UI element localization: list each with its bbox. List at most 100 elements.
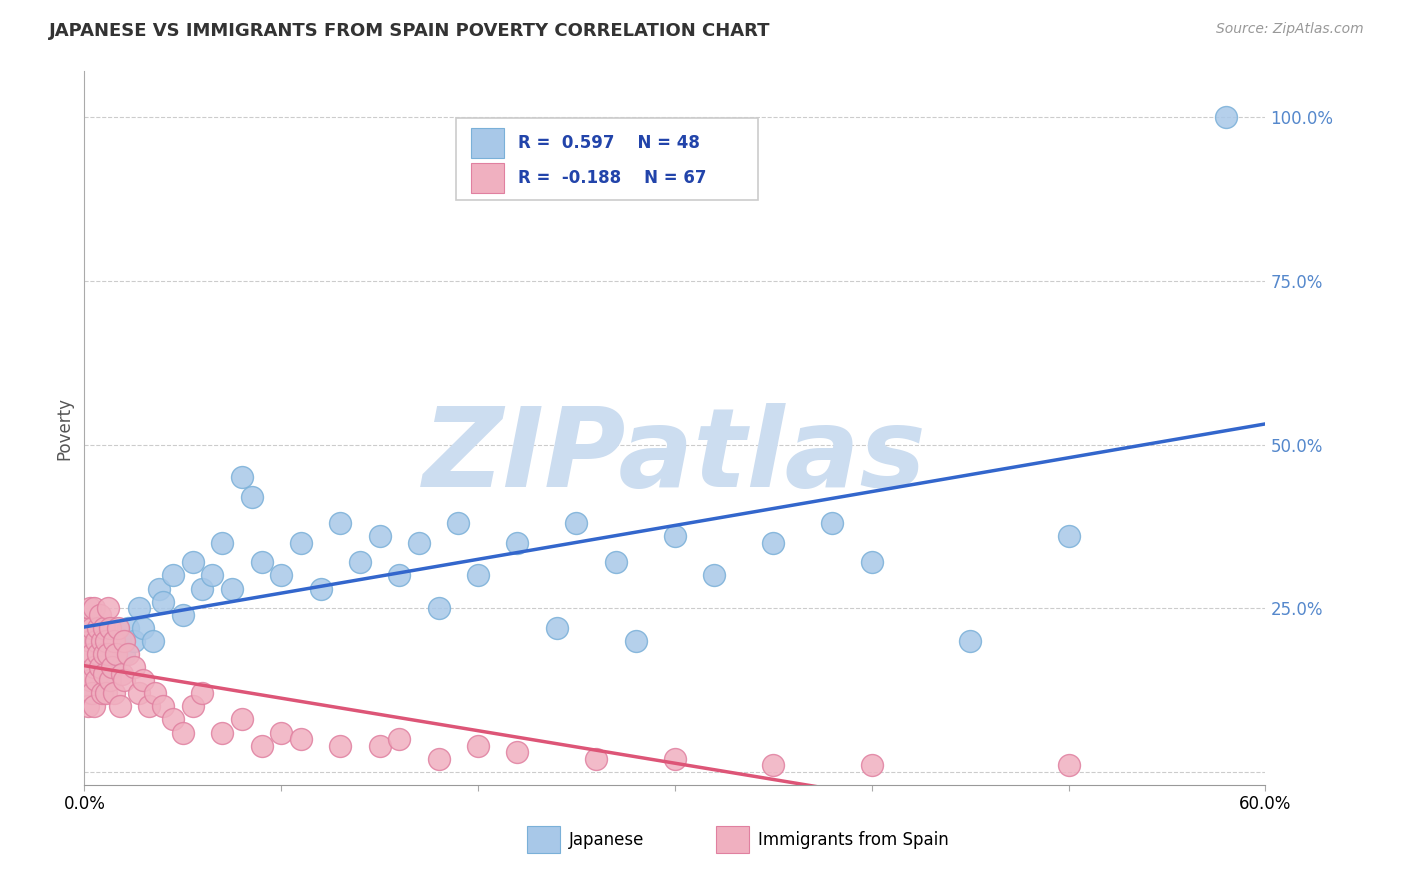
Point bbox=[329, 739, 352, 753]
Text: R =  0.597    N = 48: R = 0.597 N = 48 bbox=[517, 135, 700, 153]
Point bbox=[821, 516, 844, 530]
Point bbox=[128, 601, 150, 615]
Point bbox=[89, 660, 111, 674]
Point bbox=[122, 634, 145, 648]
Point bbox=[565, 516, 588, 530]
Point bbox=[162, 568, 184, 582]
Point bbox=[1057, 529, 1080, 543]
Point bbox=[762, 535, 785, 549]
Point bbox=[77, 699, 100, 714]
Point bbox=[117, 621, 139, 635]
Point bbox=[83, 699, 105, 714]
Point bbox=[101, 660, 124, 674]
Point bbox=[108, 699, 131, 714]
Point bbox=[172, 725, 194, 739]
Point bbox=[122, 660, 145, 674]
Point bbox=[91, 686, 114, 700]
Point bbox=[231, 713, 253, 727]
Point bbox=[250, 739, 273, 753]
Point bbox=[132, 621, 155, 635]
Text: Japanese: Japanese bbox=[568, 831, 644, 849]
Bar bbox=[527, 826, 561, 853]
Point bbox=[506, 535, 529, 549]
Point bbox=[152, 594, 174, 608]
Bar bbox=[716, 826, 749, 853]
Point bbox=[546, 621, 568, 635]
Text: JAPANESE VS IMMIGRANTS FROM SPAIN POVERTY CORRELATION CHART: JAPANESE VS IMMIGRANTS FROM SPAIN POVERT… bbox=[49, 22, 770, 40]
Point bbox=[143, 686, 166, 700]
Point bbox=[75, 686, 97, 700]
Point bbox=[388, 568, 411, 582]
Point bbox=[270, 568, 292, 582]
Text: Immigrants from Spain: Immigrants from Spain bbox=[758, 831, 948, 849]
Point bbox=[703, 568, 725, 582]
Point bbox=[107, 621, 129, 635]
Point bbox=[959, 634, 981, 648]
Point bbox=[94, 634, 117, 648]
Point bbox=[181, 555, 204, 569]
Point bbox=[112, 647, 135, 661]
Point bbox=[467, 739, 489, 753]
Point bbox=[201, 568, 224, 582]
Y-axis label: Poverty: Poverty bbox=[55, 397, 73, 459]
Point bbox=[148, 582, 170, 596]
Point bbox=[111, 666, 134, 681]
Point bbox=[94, 686, 117, 700]
Point bbox=[91, 634, 114, 648]
Point bbox=[1057, 758, 1080, 772]
Point bbox=[290, 732, 312, 747]
Point bbox=[103, 634, 125, 648]
Point bbox=[79, 601, 101, 615]
Text: R =  -0.188    N = 67: R = -0.188 N = 67 bbox=[517, 169, 706, 186]
Point bbox=[605, 555, 627, 569]
Point bbox=[211, 725, 233, 739]
FancyBboxPatch shape bbox=[457, 118, 758, 200]
Point bbox=[408, 535, 430, 549]
Point bbox=[75, 647, 97, 661]
Point bbox=[368, 739, 391, 753]
Point bbox=[162, 713, 184, 727]
Point bbox=[77, 666, 100, 681]
Point bbox=[83, 601, 105, 615]
Point bbox=[79, 634, 101, 648]
Text: ZIPatlas: ZIPatlas bbox=[423, 403, 927, 510]
Point bbox=[585, 752, 607, 766]
Point bbox=[83, 660, 105, 674]
Point bbox=[97, 647, 120, 661]
Point bbox=[181, 699, 204, 714]
Point bbox=[270, 725, 292, 739]
Point bbox=[191, 686, 214, 700]
Point bbox=[108, 634, 131, 648]
Point bbox=[103, 686, 125, 700]
Point bbox=[664, 752, 686, 766]
Point bbox=[231, 470, 253, 484]
Point bbox=[97, 647, 120, 661]
Point bbox=[84, 634, 107, 648]
Point bbox=[112, 634, 135, 648]
Point bbox=[104, 647, 127, 661]
Point bbox=[349, 555, 371, 569]
Point bbox=[89, 666, 111, 681]
Point bbox=[93, 673, 115, 688]
Point bbox=[83, 686, 105, 700]
Point bbox=[117, 647, 139, 661]
Point bbox=[87, 647, 110, 661]
Point bbox=[447, 516, 470, 530]
Point bbox=[138, 699, 160, 714]
Point bbox=[84, 673, 107, 688]
Point bbox=[427, 752, 450, 766]
Point bbox=[152, 699, 174, 714]
Bar bbox=[471, 162, 503, 193]
Point bbox=[93, 647, 115, 661]
Point bbox=[128, 686, 150, 700]
Point bbox=[103, 660, 125, 674]
Point bbox=[82, 621, 104, 635]
Point bbox=[309, 582, 332, 596]
Point bbox=[82, 686, 104, 700]
Point bbox=[93, 666, 115, 681]
Point bbox=[860, 555, 883, 569]
Point bbox=[240, 490, 263, 504]
Point bbox=[98, 621, 121, 635]
Point bbox=[388, 732, 411, 747]
Point bbox=[467, 568, 489, 582]
